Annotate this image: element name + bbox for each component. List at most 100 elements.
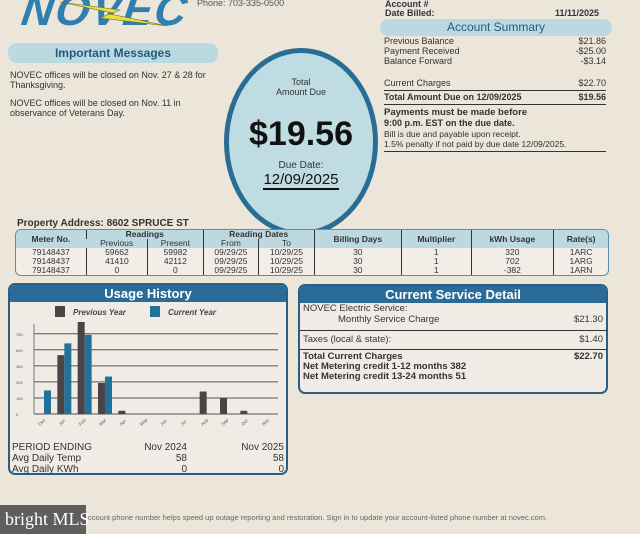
period-row: PERIOD ENDING Nov 2024 Nov 2025 [12,442,284,453]
electric-label: NOVEC Electric Service: [303,303,408,314]
lightning-bolt-icon [60,1,169,26]
taxes-row: Taxes (local & state): $1.40 [300,331,606,350]
bar-previous-year [118,410,126,414]
header-previous: Previous [86,239,148,248]
net-metering-credit-2: Net Metering credit 13-24 months 51 [303,371,467,382]
x-tick-label: Jan [58,418,67,427]
account-label: Account # [385,0,429,9]
header-present: Present [146,239,204,248]
meter-cell: 59982 [146,248,204,257]
header-readings: Readings [85,230,204,239]
bar-current-year [84,334,92,414]
due-date: 12/09/2025 [263,171,339,190]
x-tick-label: Mar [98,417,107,426]
summary-row-current: Current Charges $22.70 [384,78,606,91]
meter-cell: 1 [400,257,472,266]
header-days: Billing Days [313,230,402,248]
meter-row: 79148437 41410 42112 09/29/25 10/29/25 30 1 702… [16,257,608,266]
header-dates: Reading Dates [202,230,315,239]
meter-row: 79148437 59662 59982 09/29/25 10/29/25 30 1 320… [16,248,608,257]
y-tick-label: 750 [16,332,23,337]
x-tick-label: Aug [200,417,210,427]
summary-row-total: Total Amount Due on 12/09/2025 $19.56 [384,91,606,105]
meter-cell: 30 [313,248,402,257]
meter-row: 79148437 0 0 09/29/25 10/29/25 30 1 -382 1ARN [16,266,608,275]
x-tick-label: May [139,417,149,427]
meter-cell: 702 [470,257,554,266]
meter-cell: 09/29/25 [202,266,259,275]
x-tick-label: Feb [78,417,87,426]
y-tick-label: 0 [16,412,19,417]
kwh-label: Avg Daily KWh [12,464,79,475]
monthly-charge-row: Monthly Service Charge $21.30 [300,314,606,331]
payment-note-3: Bill is due and payable upon receipt. [384,129,521,139]
amount-due-badge: Total Amount Due $19.56 Due Date: 12/09/… [224,48,378,236]
message-2: NOVEC offices will be closed on Nov. 11 … [10,98,181,118]
y-tick-label: 600 [16,348,23,353]
meter-cell: 1 [400,266,472,275]
legend-label: Previous Year [73,308,127,317]
bar-previous-year [220,397,227,414]
bar-current-year [64,343,72,414]
bar-previous-year [77,321,85,414]
message-1: NOVEC offices will be closed on Nov. 27 … [10,70,206,90]
meter-cell: 42112 [146,257,204,266]
current-service-title: Current Service Detail [300,286,606,303]
meter-cell: 1ARC [553,248,608,257]
usage-chart: Previous Year Current Year 0 150 300 450 600 75… [16,306,278,427]
total-charges-row: Total Current Charges $22.70 [300,350,606,362]
meter-cell: 79148437 [32,265,70,275]
label: Total Amount Due on 12/09/2025 [384,92,522,102]
value: $21.30 [573,314,603,325]
bar-current-year [44,390,51,414]
header-meter: Meter No. [16,230,87,248]
date-billed-label: Date Billed: [385,8,435,18]
date-billed: 11/11/2025 [555,8,600,18]
header-rate: Rate(s) [553,230,608,248]
bright-mls-watermark: bright MLS [0,505,90,534]
meter-cell: 0 [146,266,204,275]
y-tick-label: 150 [16,396,23,401]
x-tick-label: Jul [180,419,188,427]
value: -$25.00 [575,46,606,56]
header-kwh: kWh Usage [470,230,554,248]
bar-current-year [105,376,112,414]
meter-cell: 10/29/25 [258,248,315,257]
important-messages-title: Important Messages [8,43,218,63]
period-table: PERIOD ENDING Nov 2024 Nov 2025 Avg Daily … [12,442,284,475]
value: $21.86 [578,36,606,46]
y-tick-label: 450 [16,364,23,369]
summary-row-forward: Balance Forward -$3.14 [384,56,606,66]
meter-cell: -382 [470,266,554,275]
meter-cell: 30 [313,266,402,275]
property-address: Property Address: 8602 SPRUCE ST [17,218,189,229]
account-summary: Previous Balance $21.86 Payment Received -… [384,36,606,152]
meter-cell: 41410 [85,257,148,266]
y-tick-label: 300 [16,380,23,385]
label: Current Charges [384,78,451,88]
header-multiplier: Multiplier [400,230,472,248]
period-2024: Nov 2024 [144,442,187,453]
usage-history-title: Usage History [10,285,286,302]
payment-note-4: 1.5% penalty if not paid by due date 12/… [384,139,606,152]
payment-note-1: Payments must be made before [384,107,528,118]
meter-cell: 10/29/25 [258,266,315,275]
due-date-label: Due Date: [278,160,324,171]
label: Payment Received [384,46,460,56]
header-from: From [202,239,259,248]
usage-history-panel: Usage History Previous Year Current Year 0… [8,283,288,475]
meter-cell: 09/29/25 [202,248,259,257]
meter-cell: 10/29/25 [258,257,315,266]
period-2025: Nov 2025 [241,442,284,453]
amount-due-label-1: Total [291,77,311,87]
bar-previous-year [240,410,248,414]
meter-cell: 59662 [85,248,148,257]
meter-cell: 79148437 [32,256,70,266]
meter-cell: 30 [313,257,402,266]
x-tick-label: Dec [37,417,47,427]
bar-previous-year [57,355,65,414]
x-tick-label: Apr [119,418,128,427]
summary-row-payment: Payment Received -$25.00 [384,46,606,56]
amount-due: $19.56 [249,115,353,153]
value: $22.70 [578,78,606,88]
